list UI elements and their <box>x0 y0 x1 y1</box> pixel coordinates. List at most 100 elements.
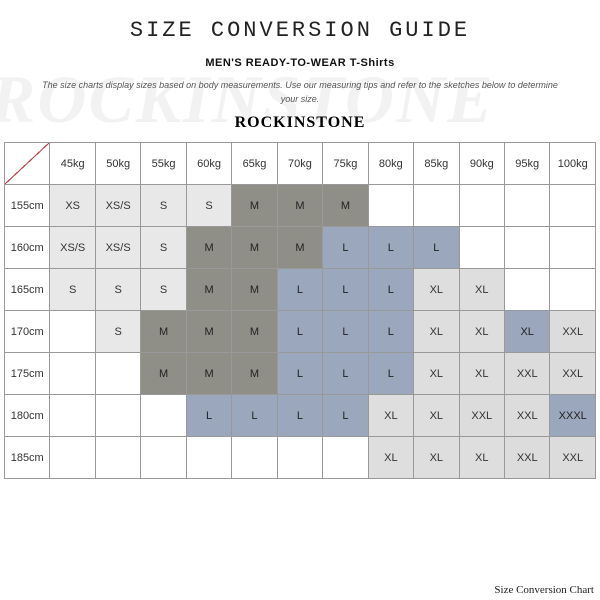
col-header: 80kg <box>368 143 413 185</box>
size-cell: XL <box>414 311 459 353</box>
col-header: 45kg <box>50 143 95 185</box>
table-row: 160cmXS/SXS/SSMMMLLL <box>5 227 596 269</box>
size-cell: M <box>323 185 368 227</box>
size-cell: XS/S <box>95 227 140 269</box>
size-cell <box>459 227 504 269</box>
col-header: 85kg <box>414 143 459 185</box>
size-cell: L <box>277 311 322 353</box>
size-cell: XXL <box>504 437 549 479</box>
size-cell: M <box>186 311 231 353</box>
size-cell: L <box>414 227 459 269</box>
size-cell: M <box>186 227 231 269</box>
table-body: 155cmXSXS/SSSMMM160cmXS/SXS/SSMMMLLL165c… <box>5 185 596 479</box>
table-row: 185cmXLXLXLXXLXXL <box>5 437 596 479</box>
col-header: 70kg <box>277 143 322 185</box>
size-cell <box>323 437 368 479</box>
size-cell: S <box>95 269 140 311</box>
table-row: 155cmXSXS/SSSMMM <box>5 185 596 227</box>
size-cell <box>459 185 504 227</box>
size-cell <box>186 437 231 479</box>
table-row: 175cmMMMLLLXLXLXXLXXL <box>5 353 596 395</box>
size-cell <box>550 269 596 311</box>
size-cell: XL <box>459 437 504 479</box>
col-header: 90kg <box>459 143 504 185</box>
size-cell: M <box>277 227 322 269</box>
size-cell: XL <box>368 395 413 437</box>
brand-name: ROCKINSTONE <box>0 114 600 132</box>
size-cell: XXL <box>550 311 596 353</box>
size-cell: L <box>277 395 322 437</box>
size-cell <box>368 185 413 227</box>
size-cell: XL <box>459 311 504 353</box>
table-row: 165cmSSSMMLLLXLXL <box>5 269 596 311</box>
size-cell: XXL <box>459 395 504 437</box>
size-cell: M <box>232 227 277 269</box>
table-row: 170cmSMMMLLLXLXLXLXXL <box>5 311 596 353</box>
size-cell <box>504 269 549 311</box>
size-cell: S <box>186 185 231 227</box>
size-cell: M <box>141 353 186 395</box>
size-cell: M <box>232 353 277 395</box>
size-cell: XS <box>50 185 95 227</box>
size-cell <box>50 353 95 395</box>
size-cell: L <box>368 353 413 395</box>
size-cell: XS/S <box>50 227 95 269</box>
size-cell <box>550 227 596 269</box>
size-cell <box>50 395 95 437</box>
size-cell: L <box>232 395 277 437</box>
col-header: 100kg <box>550 143 596 185</box>
size-cell: L <box>277 269 322 311</box>
row-header: 155cm <box>5 185 50 227</box>
size-cell <box>504 185 549 227</box>
size-cell: XL <box>459 353 504 395</box>
col-header: 75kg <box>323 143 368 185</box>
table-head: 45kg50kg55kg60kg65kg70kg75kg80kg85kg90kg… <box>5 143 596 185</box>
size-cell <box>277 437 322 479</box>
caption: Size Conversion Chart <box>494 584 594 596</box>
subtitle-prefix: MEN'S READY-TO-WEAR <box>205 57 349 69</box>
size-cell: XS/S <box>95 185 140 227</box>
size-cell: L <box>368 269 413 311</box>
row-header: 170cm <box>5 311 50 353</box>
col-header: 60kg <box>186 143 231 185</box>
size-cell: L <box>323 311 368 353</box>
size-cell: M <box>186 353 231 395</box>
subtitle-suffix: T-Shirts <box>350 57 395 69</box>
size-cell <box>141 395 186 437</box>
size-cell: XL <box>368 437 413 479</box>
size-cell: M <box>232 311 277 353</box>
col-header: 65kg <box>232 143 277 185</box>
size-cell: L <box>186 395 231 437</box>
size-cell <box>141 437 186 479</box>
size-cell <box>504 227 549 269</box>
size-cell: L <box>368 227 413 269</box>
size-cell <box>95 437 140 479</box>
row-header: 185cm <box>5 437 50 479</box>
size-cell: XXL <box>504 353 549 395</box>
size-cell <box>232 437 277 479</box>
note-text: The size charts display sizes based on b… <box>40 79 560 106</box>
col-header: 55kg <box>141 143 186 185</box>
size-cell: L <box>323 353 368 395</box>
size-cell: S <box>95 311 140 353</box>
size-cell: XXL <box>550 437 596 479</box>
size-cell <box>50 311 95 353</box>
size-cell <box>414 185 459 227</box>
size-cell: XL <box>504 311 549 353</box>
size-cell <box>95 395 140 437</box>
table-row: 180cmLLLLXLXLXXLXXLXXXL <box>5 395 596 437</box>
col-header: 50kg <box>95 143 140 185</box>
page-title: SIZE CONVERSION GUIDE <box>0 18 600 43</box>
size-cell: XL <box>414 353 459 395</box>
size-cell: L <box>368 311 413 353</box>
size-cell: M <box>141 311 186 353</box>
size-table: 45kg50kg55kg60kg65kg70kg75kg80kg85kg90kg… <box>4 142 596 479</box>
size-cell: S <box>141 185 186 227</box>
size-cell: XXL <box>504 395 549 437</box>
subtitle: MEN'S READY-TO-WEAR T-Shirts <box>0 57 600 69</box>
size-cell: M <box>232 269 277 311</box>
size-cell <box>50 437 95 479</box>
row-header: 160cm <box>5 227 50 269</box>
size-cell: L <box>323 269 368 311</box>
corner-cell <box>5 143 50 185</box>
